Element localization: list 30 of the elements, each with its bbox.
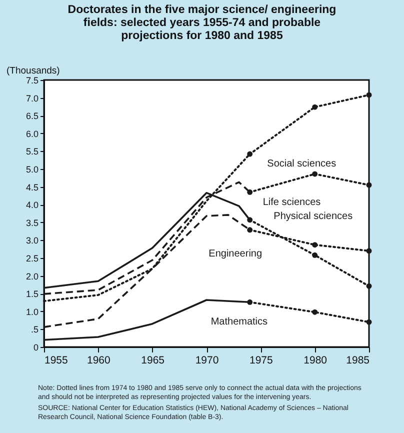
x-tick-label: 1955: [44, 354, 68, 366]
y-tick-label: 3.5: [26, 218, 38, 228]
x-tick-label: 1970: [195, 354, 219, 366]
y-tick-label: 6.5: [26, 111, 38, 122]
y-tick-label: .5: [30, 324, 38, 335]
text: Physical sciences: [274, 210, 353, 222]
text: 4.0: [26, 200, 38, 210]
series-label: Social sciences: [267, 158, 336, 170]
y-axis-title: (Thousands): [6, 66, 60, 76]
x-tick-label: 1980: [304, 354, 328, 366]
y-tick-label: 2.5: [26, 254, 38, 264]
x-tick-label: 1965: [141, 354, 165, 366]
x-tick-label: 1985: [346, 354, 370, 366]
y-tick-label: 7.5: [26, 76, 38, 86]
x-tick-label: 1975: [249, 354, 274, 366]
text: 6.0: [26, 128, 38, 139]
y-tick-label: 1.5: [26, 289, 38, 300]
text: 7.0: [26, 93, 38, 104]
y-tick-label: 4.5: [26, 182, 38, 192]
series-label: Life sciences: [262, 196, 321, 208]
text: 2.0: [26, 271, 38, 282]
y-tick-label: 0: [33, 342, 38, 352]
series-label: Mathematics: [210, 316, 268, 328]
x-tick-label: 1960: [86, 354, 111, 366]
text: 5.0: [26, 164, 38, 174]
text: 3.0: [26, 236, 38, 246]
text: 1.0: [26, 306, 38, 317]
chart-title: Doctorates in the five major science/ engineering fields: selected years 1955-74 and probable projections for 1980 and 1985: [66, 4, 338, 43]
series-label: Engineering: [208, 248, 262, 260]
y-tick-label: 5.5: [26, 146, 38, 157]
